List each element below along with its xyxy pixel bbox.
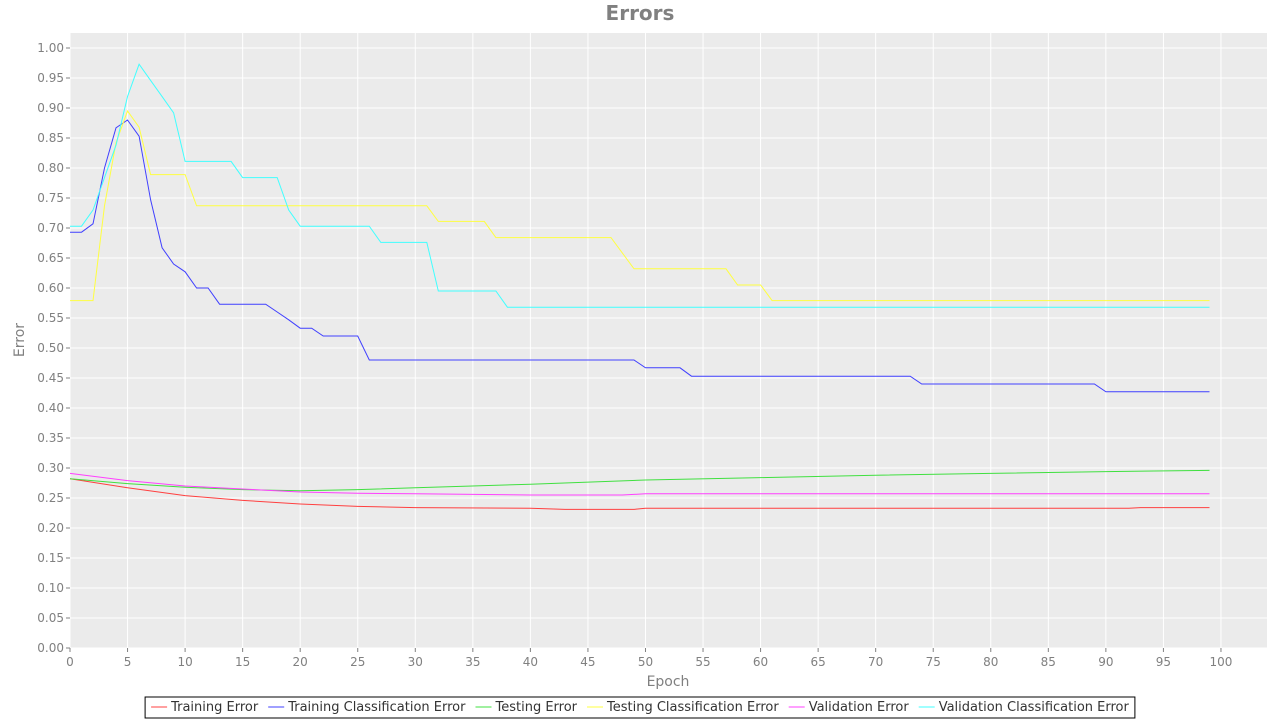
y-tick-label: 0.20 bbox=[37, 521, 64, 535]
plot-area bbox=[70, 33, 1267, 648]
legend-entry-testing-error: Testing Error bbox=[475, 700, 578, 715]
y-tick-label: 0.10 bbox=[37, 581, 64, 595]
legend-label: Validation Classification Error bbox=[939, 700, 1130, 715]
series-line-validation-error bbox=[69, 472, 1210, 496]
legend-label: Testing Classification Error bbox=[606, 700, 779, 715]
x-tick-label: 35 bbox=[465, 655, 480, 669]
x-tick-label: 80 bbox=[983, 655, 998, 669]
y-tick-label: 0.85 bbox=[37, 131, 64, 145]
x-tick-label: 100 bbox=[1210, 655, 1233, 669]
chart-title: Errors bbox=[606, 1, 675, 25]
y-tick-label: 0.65 bbox=[37, 251, 64, 265]
y-tick-label: 0.30 bbox=[37, 461, 64, 475]
legend-entry-training-error: Training Error bbox=[151, 700, 259, 715]
y-axis-label: Error bbox=[12, 323, 28, 357]
y-tick-label: 0.55 bbox=[37, 311, 64, 325]
y-tick-label: 0.80 bbox=[37, 161, 64, 175]
x-tick-label: 0 bbox=[66, 655, 74, 669]
series-line-training-classification-error bbox=[70, 119, 1210, 393]
y-tick-label: 0.90 bbox=[37, 101, 64, 115]
x-tick-label: 85 bbox=[1041, 655, 1056, 669]
legend-entry-training-classification-error: Training Classification Error bbox=[268, 700, 466, 715]
legend-entry-validation-error: Validation Error bbox=[788, 700, 910, 715]
y-axis-ticks: 0.00 0.05 0.10 0.15 0.20 0.25 0.30 0.35 0.40 0.45… bbox=[37, 41, 70, 655]
y-tick-label: 0.40 bbox=[37, 401, 64, 415]
y-tick-label: 0.15 bbox=[37, 551, 64, 565]
x-tick-label: 30 bbox=[408, 655, 423, 669]
x-tick-label: 50 bbox=[638, 655, 653, 669]
legend-label: Training Classification Error bbox=[287, 700, 466, 715]
x-tick-label: 40 bbox=[523, 655, 538, 669]
y-tick-label: 0.95 bbox=[37, 71, 64, 85]
y-tick-label: 0.60 bbox=[37, 281, 64, 295]
x-tick-label: 15 bbox=[235, 655, 250, 669]
x-tick-label: 25 bbox=[350, 655, 365, 669]
y-tick-label: 0.45 bbox=[37, 371, 64, 385]
y-tick-label: 0.25 bbox=[37, 491, 64, 505]
y-tick-label: 0.75 bbox=[37, 191, 64, 205]
series-line-training-error bbox=[69, 478, 1210, 510]
x-tick-label: 90 bbox=[1098, 655, 1113, 669]
legend-entry-validation-classification-error: Validation Classification Error bbox=[918, 700, 1130, 715]
series-line-validation-classification-error bbox=[70, 63, 1210, 308]
legend-box bbox=[144, 696, 1136, 719]
legend-label: Training Error bbox=[170, 700, 259, 715]
x-axis-ticks: 0 5 10 15 20 25 30 35 40 45 50 55 60 65 70 75 80 85 90 95 10… bbox=[66, 648, 1232, 669]
y-tick-label: 0.05 bbox=[37, 611, 64, 625]
x-tick-label: 55 bbox=[695, 655, 710, 669]
y-tick-label: 0.50 bbox=[37, 341, 64, 355]
legend: Training Error Training Classification Er… bbox=[144, 696, 1136, 719]
grid-lines bbox=[69, 33, 1267, 649]
x-axis-label: Epoch bbox=[647, 674, 690, 690]
x-tick-label: 75 bbox=[926, 655, 941, 669]
legend-entry-testing-classification-error: Testing Classification Error bbox=[587, 700, 779, 715]
x-tick-label: 70 bbox=[868, 655, 883, 669]
series-layer bbox=[69, 63, 1210, 510]
y-tick-label: 0.70 bbox=[37, 221, 64, 235]
x-tick-label: 45 bbox=[580, 655, 595, 669]
y-tick-label: 0.35 bbox=[37, 431, 64, 445]
x-tick-label: 65 bbox=[810, 655, 825, 669]
x-tick-label: 5 bbox=[124, 655, 132, 669]
legend-label: Validation Error bbox=[809, 700, 910, 715]
legend-label: Testing Error bbox=[495, 700, 578, 715]
y-tick-label: 1.00 bbox=[37, 41, 64, 55]
y-tick-label: 0.00 bbox=[37, 641, 64, 655]
series-line-testing-error bbox=[69, 469, 1210, 492]
x-tick-label: 60 bbox=[753, 655, 768, 669]
x-tick-label: 10 bbox=[177, 655, 192, 669]
x-tick-label: 95 bbox=[1156, 655, 1171, 669]
x-tick-label: 20 bbox=[293, 655, 308, 669]
